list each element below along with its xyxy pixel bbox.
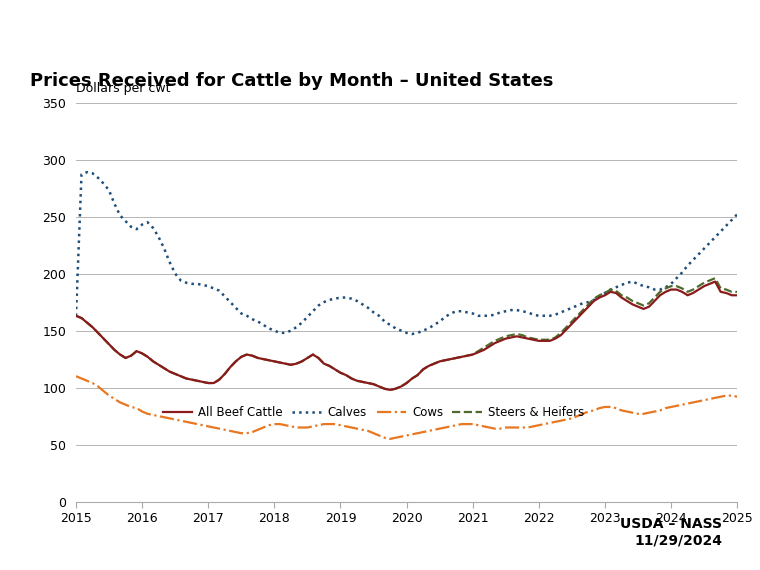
Legend: All Beef Cattle, Calves, Cows, Steers & Heifers: All Beef Cattle, Calves, Cows, Steers & … xyxy=(158,401,589,424)
Text: Dollars per cwt: Dollars per cwt xyxy=(76,82,170,95)
Text: USDA – NASS
11/29/2024: USDA – NASS 11/29/2024 xyxy=(620,517,722,547)
Text: Prices Received for Cattle by Month – United States: Prices Received for Cattle by Month – Un… xyxy=(30,72,553,90)
